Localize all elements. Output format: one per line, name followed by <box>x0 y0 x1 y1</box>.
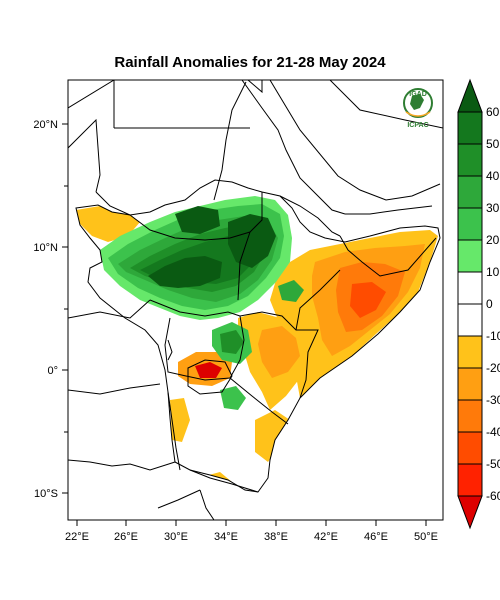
colorbar-lower-triangle <box>457 495 483 530</box>
river-nile <box>213 81 247 201</box>
colorbar-bin <box>457 303 483 337</box>
border-southsudan-south <box>149 299 241 317</box>
colorbar-label: 40 <box>486 169 500 183</box>
logo-name: IGAD <box>409 91 427 98</box>
colorbar-label: -50 <box>486 457 500 471</box>
arabia-coast <box>269 80 441 201</box>
lon-tick-label: 42°E <box>314 531 338 543</box>
colorbar: 60 50 40 30 20 10 0 -10 -20 -30 -40 -50 … <box>457 78 500 530</box>
border-eritrea <box>279 195 341 237</box>
colorbar-label: -20 <box>486 361 500 375</box>
border-ethiopia-somalia-south <box>295 269 341 331</box>
colorbar-bin <box>457 175 483 209</box>
colorbar-label: 30 <box>486 201 500 215</box>
border-drc-west <box>68 459 176 471</box>
lon-tick-label: 46°E <box>364 531 388 543</box>
colorbar-bin <box>457 335 483 369</box>
colorbar-label: -30 <box>486 393 500 407</box>
border-sudan-ethiopia <box>237 192 263 301</box>
wet-anomaly-gt60-sudan <box>175 206 220 234</box>
border-chad-sudan <box>68 118 101 193</box>
colorbar-label: -40 <box>486 425 500 439</box>
region-outline <box>75 179 441 493</box>
lon-tick-label: 38°E <box>264 531 288 543</box>
colorbar-bin <box>457 143 483 177</box>
dry-anomaly-sahel <box>76 206 140 242</box>
logo-sub: ICPAC <box>407 122 428 129</box>
lat-tick-label: 0° <box>47 365 58 377</box>
border-libya-chad <box>68 80 115 109</box>
border-sudan-southsudan <box>129 214 251 241</box>
wet-anomaly-gt60-west <box>148 256 222 288</box>
gulf-aden-coast <box>345 205 433 215</box>
lon-tick-label: 50°E <box>414 531 438 543</box>
arabia-border <box>329 80 443 129</box>
plot-frame <box>67 79 444 521</box>
colorbar-bin <box>457 399 483 433</box>
colorbar-label: 10 <box>486 265 500 279</box>
colorbar-label: -60 <box>486 489 500 503</box>
dry-anomaly-kenya-core <box>258 326 300 378</box>
colorbar-bin <box>457 271 483 305</box>
red-sea-coast <box>241 80 346 215</box>
colorbar-label: 20 <box>486 233 500 247</box>
map-title: Rainfall Anomalies for 21-28 May 2024 <box>114 54 386 71</box>
logo-swoosh-icon <box>405 111 431 117</box>
lon-tick-label: 34°E <box>214 531 238 543</box>
country-boundaries <box>68 80 443 520</box>
colorbar-bin <box>457 431 483 465</box>
dry-anomaly-tanzania-west <box>170 398 190 442</box>
colorbar-label: -10 <box>486 329 500 343</box>
lon-tick-label: 30°E <box>164 531 188 543</box>
wet-anomaly-ethiopia-east <box>278 280 304 302</box>
africa-map-icon <box>410 94 424 110</box>
border-ethiopia-somalia <box>339 235 437 277</box>
lat-tick-label: 10°S <box>34 488 58 500</box>
dry-anomaly-lake-victoria-core <box>195 362 222 378</box>
colorbar-bin <box>457 463 483 497</box>
colorbar-upper-triangle <box>457 78 483 113</box>
wet-anomaly-gt60-ethiopia <box>228 214 276 268</box>
lat-tick-label: 10°N <box>33 242 58 254</box>
colorbar-bin <box>457 111 483 145</box>
lon-tick-label: 26°E <box>114 531 138 543</box>
sinai <box>247 80 263 94</box>
wet-anomaly-uganda-core <box>220 330 244 354</box>
colorbar-bin <box>457 367 483 401</box>
lake-albert <box>167 339 173 361</box>
lon-tick-label: 22°E <box>65 531 89 543</box>
colorbar-label: 60 <box>486 105 500 119</box>
lat-axis: 20°N 10°N 0° 10°S <box>33 119 68 500</box>
lake-victoria <box>187 359 233 395</box>
border-drc-west-2 <box>68 383 161 395</box>
dry-anomaly-somalia-very-strong <box>350 282 386 318</box>
border-zambia <box>157 489 201 509</box>
border-kenya-tanzania <box>229 377 289 425</box>
border-chad-sudan-2 <box>95 191 131 216</box>
border-kenya <box>239 311 319 399</box>
border-malawi <box>199 489 215 520</box>
dry-anomaly-tanzania-east <box>255 410 290 462</box>
colorbar-label: 0 <box>486 297 493 311</box>
lat-tick-label: 20°N <box>33 119 58 131</box>
colorbar-bin <box>457 239 483 273</box>
colorbar-label: 50 <box>486 137 500 151</box>
border-car-drc <box>68 299 151 319</box>
border-tanzania-south <box>189 469 259 493</box>
border-uganda <box>164 315 245 381</box>
wet-anomaly-kagera <box>220 386 246 410</box>
lake-tanganyika <box>167 391 181 471</box>
lon-axis: 22°E 26°E 30°E 34°E 38°E 42°E 46°E 50°E <box>65 520 438 543</box>
colorbar-bin <box>457 207 483 241</box>
anomaly-fill-layer <box>76 196 438 490</box>
igad-logo: IGAD ICPAC <box>403 88 433 129</box>
